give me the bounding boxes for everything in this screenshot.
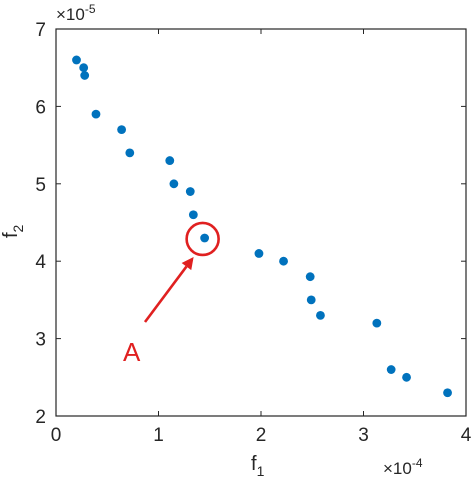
x-tick-label: 2	[256, 425, 267, 446]
axes: 0 1 2 3 4 2 3 4 5 6 7	[35, 20, 471, 446]
data-point	[185, 187, 195, 196]
annotation-arrow-shaft	[143, 265, 188, 323]
x-tick-label: 0	[51, 425, 62, 446]
annotation-circle	[185, 221, 220, 257]
annotation-arrow-head	[181, 256, 194, 271]
data-point	[117, 125, 126, 135]
y-axis-exponent-label: ×10-5	[56, 2, 96, 24]
data-point	[402, 372, 411, 382]
x-tick-label: 1	[153, 425, 164, 446]
annotation-label: A	[123, 337, 141, 367]
data-point	[91, 109, 101, 119]
data-point	[316, 310, 325, 320]
data-point	[80, 71, 90, 80]
y-tick-label: 6	[35, 97, 46, 118]
data-point	[165, 156, 175, 165]
data-point	[305, 272, 315, 282]
data-point	[306, 295, 316, 305]
x-axis-exponent-label: ×10-4	[383, 456, 423, 478]
x-tick-label: 4	[461, 425, 472, 446]
x-tick-label: 3	[358, 425, 369, 446]
data-point	[72, 55, 81, 65]
data-point	[200, 233, 210, 243]
data-points	[72, 55, 452, 398]
data-point	[125, 148, 135, 158]
data-point	[279, 256, 288, 266]
data-point	[254, 249, 264, 258]
annotation: A	[123, 221, 220, 367]
data-point	[443, 388, 452, 398]
data-point	[79, 63, 89, 73]
y-axis-label: f2	[0, 224, 26, 238]
y-tick-label: 5	[35, 175, 46, 196]
y-tick-label: 7	[35, 20, 46, 41]
data-point	[188, 210, 198, 220]
data-point	[386, 365, 396, 374]
y-tick-label: 3	[35, 330, 46, 351]
data-point	[169, 179, 179, 189]
y-tick-label: 2	[35, 407, 46, 428]
data-point	[372, 318, 382, 328]
y-tick-label: 4	[35, 252, 46, 273]
x-axis-label: f1	[251, 453, 265, 479]
